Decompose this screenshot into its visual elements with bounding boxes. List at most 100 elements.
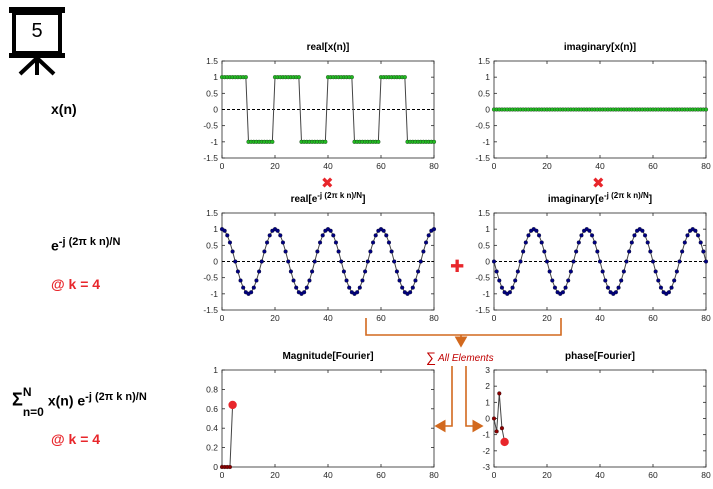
data-point xyxy=(547,269,552,274)
data-point xyxy=(254,278,259,283)
data-point xyxy=(310,269,315,274)
data-point xyxy=(397,278,402,283)
data-point xyxy=(286,259,291,264)
data-point xyxy=(574,249,579,254)
data-point xyxy=(645,240,650,245)
data-point xyxy=(648,249,653,254)
data-point xyxy=(597,259,603,264)
x-tick-label: 20 xyxy=(542,470,552,480)
plot-frame xyxy=(493,369,707,468)
data-point xyxy=(698,240,703,245)
y-tick-label: -1.5 xyxy=(203,153,218,163)
data-point xyxy=(537,233,542,238)
data-point xyxy=(521,249,526,254)
data-point xyxy=(701,249,706,254)
sum-sigma: Σ xyxy=(12,389,23,410)
data-point xyxy=(619,278,624,283)
y-tick-label: -1.5 xyxy=(475,305,490,315)
x-tick-label: 80 xyxy=(429,313,439,323)
data-point xyxy=(328,228,333,233)
data-point xyxy=(513,278,518,283)
data-point xyxy=(571,259,576,264)
data-point xyxy=(235,269,240,274)
data-point xyxy=(539,240,544,245)
data-point xyxy=(693,228,698,233)
data-point xyxy=(566,278,571,283)
data-point xyxy=(491,416,497,421)
slide-badge: 5 xyxy=(8,6,66,76)
y-tick-label: 0 xyxy=(485,105,490,115)
sum-exponent: -j (2π k n)/N xyxy=(85,391,147,404)
data-point xyxy=(341,269,346,274)
chart-title: Magnitude[Fourier] xyxy=(282,351,373,362)
data-point xyxy=(680,249,685,254)
sum-body: x(n) e xyxy=(47,392,86,409)
data-point xyxy=(249,290,254,295)
data-point xyxy=(653,269,658,274)
x-tick-label: 40 xyxy=(595,470,605,480)
x-tick-label: 40 xyxy=(323,161,333,171)
data-point xyxy=(376,139,381,144)
y-tick-label: -1 xyxy=(210,289,218,299)
y-tick-label: 1 xyxy=(485,224,490,234)
data-point xyxy=(251,285,256,290)
chart-imag-x: imaginary[x(n)] 0 20 40 60 80 1.5 1 0.5 0 -0.5 -1 -1… xyxy=(475,42,711,171)
data-point xyxy=(587,228,592,233)
data-point xyxy=(357,285,362,290)
y-tick-label: -0.5 xyxy=(203,273,218,283)
highlight-point xyxy=(500,437,509,447)
label-at-k-2: @ k = 4 xyxy=(51,431,101,447)
data-point xyxy=(497,391,502,396)
data-point xyxy=(373,233,378,238)
y-tick-label: 0.6 xyxy=(206,404,218,414)
data-point xyxy=(402,75,407,80)
data-point xyxy=(497,278,502,283)
y-tick-label: 0 xyxy=(213,257,218,267)
y-tick-label: 0.2 xyxy=(206,443,218,453)
y-tick-label: 0 xyxy=(213,462,218,472)
data-point xyxy=(270,139,275,144)
data-point xyxy=(510,285,515,290)
data-point xyxy=(336,249,341,254)
y-tick-label: 0.5 xyxy=(206,240,218,250)
y-tick-label: -0.5 xyxy=(475,121,490,131)
data-point xyxy=(291,278,296,283)
sum-upper-limit: N xyxy=(22,385,32,399)
data-point xyxy=(595,249,600,254)
data-point xyxy=(280,240,285,245)
data-point xyxy=(410,285,415,290)
data-point xyxy=(560,290,565,295)
data-point xyxy=(278,233,283,238)
data-point xyxy=(331,233,336,238)
x-tick-label: 0 xyxy=(220,470,225,480)
y-tick-label: -1 xyxy=(482,430,490,440)
data-point xyxy=(238,278,243,283)
highlight-point xyxy=(228,400,237,410)
y-tick-label: 1.5 xyxy=(206,208,218,218)
data-point xyxy=(288,269,293,274)
data-point xyxy=(499,426,504,431)
x-tick-label: 0 xyxy=(492,470,497,480)
y-tick-label: 1.5 xyxy=(478,208,490,218)
data-point xyxy=(563,285,568,290)
data-point xyxy=(318,240,323,245)
chart-real-e: real[e-j (2π k n)/N] 0 20 40 60 80 1.5 1 0.5 0 -0.… xyxy=(203,192,439,323)
data-point xyxy=(544,259,550,264)
data-point xyxy=(355,290,360,295)
y-tick-label: 1 xyxy=(485,397,490,407)
data-point xyxy=(347,285,352,290)
sum-lower-limit: n=0 xyxy=(22,405,44,419)
plus-icon: ✚ xyxy=(450,257,465,277)
data-point xyxy=(275,228,280,233)
data-point xyxy=(259,259,264,264)
x-tick-label: 80 xyxy=(429,470,439,480)
y-tick-label: 0 xyxy=(485,257,490,267)
data-point xyxy=(568,269,573,274)
data-point xyxy=(294,285,299,290)
data-point xyxy=(600,269,605,274)
data-point xyxy=(576,240,581,245)
data-point xyxy=(431,227,437,232)
x-tick-label: 80 xyxy=(701,161,711,171)
y-tick-label: 0 xyxy=(213,105,218,115)
data-point xyxy=(494,429,499,434)
